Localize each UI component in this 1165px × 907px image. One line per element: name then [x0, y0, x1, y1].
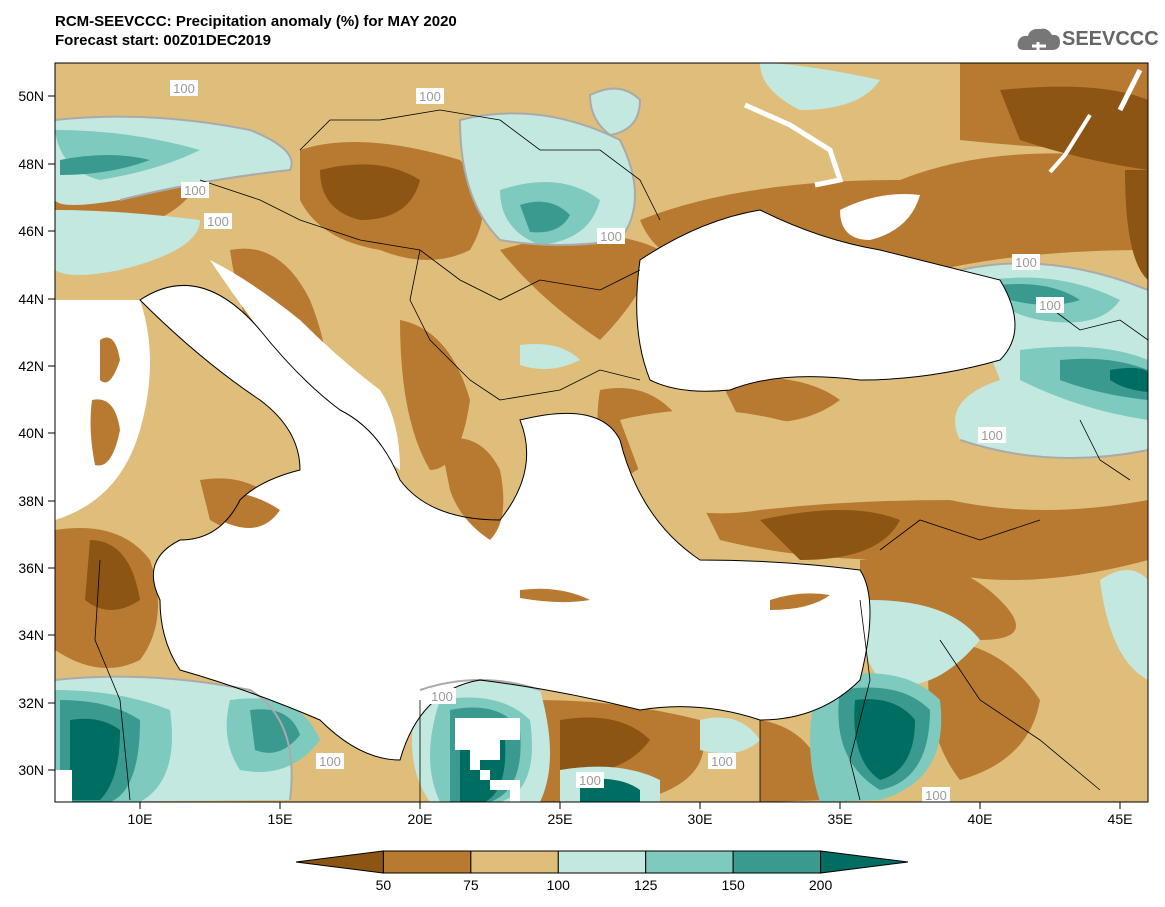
- colorbar-label: 200: [809, 877, 833, 893]
- lon-tick-label: 15E: [268, 811, 293, 827]
- lon-tick-label: 20E: [408, 811, 433, 827]
- lat-tick-label: 30N: [18, 762, 44, 778]
- colorbar-swatch: [820, 850, 909, 874]
- colorbar-label: 100: [547, 877, 571, 893]
- lat-tick-label: 48N: [18, 156, 44, 172]
- anatolia-land: [620, 410, 1050, 514]
- contour-label: 100: [1015, 255, 1037, 270]
- anomaly-lt50: [85, 86, 1148, 772]
- contour-label: 100: [184, 183, 206, 198]
- chart-title: RCM-SEEVCCC: Precipitation anomaly (%) f…: [55, 13, 457, 30]
- colorbar-swatch: [645, 850, 734, 874]
- contour-label: 100: [711, 754, 733, 769]
- lon-tick-label: 40E: [968, 811, 993, 827]
- coastlines: [139, 209, 1016, 761]
- colorbar-swatch: [470, 850, 559, 874]
- greece-land: [440, 438, 504, 540]
- lat-tick-label: 50N: [18, 88, 44, 104]
- contour-label: 100: [319, 754, 341, 769]
- lat-tick-label: 32N: [18, 695, 44, 711]
- lat-tick-label: 42N: [18, 358, 44, 374]
- lat-tick-label: 46N: [18, 223, 44, 239]
- lon-tick-label: 35E: [828, 811, 853, 827]
- chart-subtitle: Forecast start: 00Z01DEC2019: [55, 32, 271, 49]
- colorbar-swatch: [295, 850, 384, 874]
- country-borders: [94, 109, 1148, 802]
- river-line: [743, 102, 844, 188]
- contour-label: 100: [431, 689, 453, 704]
- logo-text: SEEVCCC: [1062, 28, 1159, 50]
- lat-tick-label: 36N: [18, 560, 44, 576]
- lat-tick-label: 44N: [18, 291, 44, 307]
- colorbar-label: 125: [634, 877, 658, 893]
- lat-tick-label: 40N: [18, 425, 44, 441]
- latitude-axis: 50N 48N 46N 44N 42N 40N 38N 36N 34N 32N 30N: [18, 88, 55, 778]
- contour-label: 100: [600, 229, 622, 244]
- colorbar-swatch: [557, 850, 647, 874]
- colorbar-label: 50: [376, 877, 392, 893]
- missing-data: [455, 718, 520, 802]
- colorbar-label: 75: [463, 877, 479, 893]
- lon-tick-label: 25E: [548, 811, 573, 827]
- colorbar-swatch: [732, 850, 822, 874]
- lat-tick-label: 34N: [18, 627, 44, 643]
- lon-tick-label: 45E: [1108, 811, 1133, 827]
- river-line: [1048, 113, 1092, 174]
- lat-tick-label: 38N: [18, 493, 44, 509]
- contour-label: 100: [207, 214, 229, 229]
- contour-label: 100: [419, 89, 441, 104]
- longitude-axis: 10E 15E 20E 25E 30E 35E 40E 45E: [128, 802, 1133, 827]
- river-line: [1117, 68, 1143, 112]
- colorbar-swatch: [382, 850, 472, 874]
- contour-label: 100: [579, 773, 601, 788]
- lon-tick-label: 30E: [688, 811, 713, 827]
- contour-labels: 100 100 100 100 100 100 100 100 100 100 …: [170, 80, 1064, 803]
- contour-label: 100: [173, 81, 195, 96]
- lon-tick-label: 10E: [128, 811, 153, 827]
- contour-label: 100: [1039, 298, 1061, 313]
- missing-data: [55, 770, 72, 802]
- contour-label: 100: [925, 788, 947, 803]
- contour-label: 100: [981, 428, 1003, 443]
- cloud-icon: [1017, 28, 1060, 50]
- colorbar-label: 150: [721, 877, 745, 893]
